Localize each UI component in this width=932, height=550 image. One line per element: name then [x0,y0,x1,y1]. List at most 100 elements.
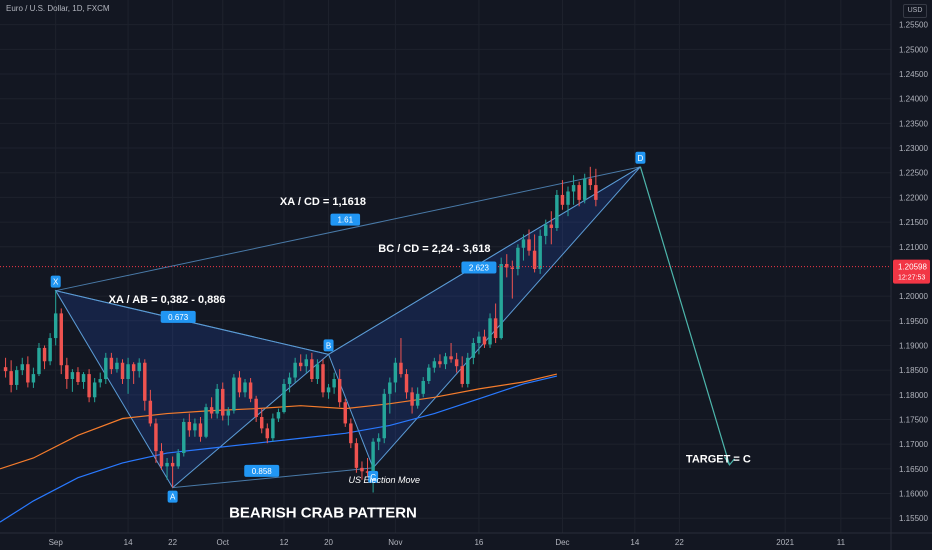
candle-body [527,239,531,251]
candle-body [304,359,309,367]
candle-body [360,467,364,472]
candle-body [471,342,476,358]
candle [215,383,219,419]
x-tick-label: 16 [474,538,483,547]
candle-body [81,374,86,382]
candle-body [354,443,359,468]
candle [193,418,197,437]
candle [98,372,102,388]
candle [493,303,498,343]
candle-body [566,191,570,205]
x-tick-label: 20 [324,538,333,547]
candle-body [382,393,386,439]
pattern-point-c: C [368,470,379,483]
y-tick-label: 1.20000 [899,292,928,301]
candle-body [404,374,409,393]
candle [282,379,286,414]
candle-body [427,367,431,381]
candle-body [410,392,414,406]
x-tick-label: Oct [217,538,230,547]
candle [326,383,331,399]
candle [388,377,392,414]
candle [454,352,459,373]
candle [59,308,63,375]
candle [332,372,336,394]
candle-body [555,194,559,229]
candle [532,234,537,273]
candle [421,377,425,398]
candle-body [365,471,370,473]
candle [198,417,203,442]
candle [549,211,554,245]
last-price-tag: 1.20598 12:27:53 [893,259,930,284]
candle [438,354,442,368]
candle-body [438,361,442,365]
candle-body [87,374,91,398]
candle-body [42,347,47,362]
candle-body [343,402,347,424]
candle [516,244,520,276]
candle [471,338,476,365]
candle [92,378,97,403]
candle-body [131,364,136,372]
candle [53,290,58,346]
ratio-label-text: 0.858 [252,467,273,476]
candle-body [287,377,292,384]
candle-body [510,267,515,269]
x-tick-label: Nov [388,538,402,547]
candle [354,438,359,473]
candle-body [248,382,253,399]
candle [109,352,114,375]
candle-body [215,388,219,414]
candle-body [109,357,114,370]
candle-body [293,362,297,378]
moving-average-orange [0,373,558,470]
x-tick-label: 11 [837,538,846,547]
candle [365,457,370,477]
currency-tag[interactable]: USD [903,4,927,18]
candle [176,449,180,469]
candle [298,354,303,372]
candle-body [432,361,437,368]
projection-line [639,166,731,466]
pattern-point-letter: B [326,341,331,350]
pattern-point-a: A [167,490,178,503]
candle [271,413,275,442]
y-tick-label: 1.22000 [899,193,928,202]
candle [310,352,314,382]
candle-body [449,356,453,360]
candle-body [159,451,164,467]
pattern-point-letter: D [638,154,644,163]
ratio-label: 0.673 [160,310,196,323]
ratio-label: 2.623 [461,261,497,274]
annotation-text: US Election Move [348,475,420,485]
symbol-title[interactable]: Euro / U.S. Dollar, 1D, FXCM [6,4,110,13]
x-tick-label: 2021 [776,538,794,547]
candle [393,357,398,393]
candle [571,175,576,205]
candle-body [120,362,125,380]
candle [248,378,253,403]
candle [321,359,325,398]
candle [371,438,375,493]
candle-body [53,313,58,339]
candle [232,374,236,414]
y-tick-label: 1.22500 [899,169,928,178]
candle [131,362,136,384]
candle [399,338,403,378]
candle [382,388,386,444]
candle-body [271,418,275,439]
x-tick-label: 22 [675,538,684,547]
candles [3,166,598,493]
y-tick-label: 1.16000 [899,490,928,499]
candle-body [26,364,30,383]
candle-body [298,362,303,367]
candle [65,357,69,389]
pattern-point-b: B [323,339,334,352]
candle-body [376,438,381,442]
candle [226,407,231,426]
candle [343,398,347,427]
candle [182,418,186,457]
candle-body [466,357,470,384]
